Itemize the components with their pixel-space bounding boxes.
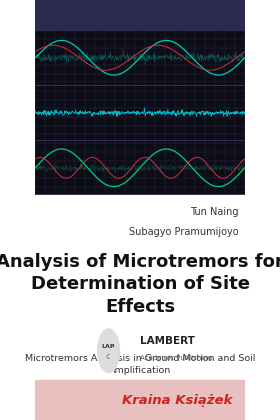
Bar (35, 0, 245, 30)
Bar (35, 195, 245, 420)
Text: ☾: ☾ (106, 354, 112, 360)
Text: Analysis of Microtremors for
Determination of Site
Effects: Analysis of Microtremors for Determinati… (0, 253, 280, 316)
Text: Subagyo Pramumijoyo: Subagyo Pramumijoyo (129, 227, 238, 237)
Bar (35, 30, 245, 195)
Text: Tun Naing: Tun Naing (190, 207, 238, 217)
Text: LAP: LAP (102, 344, 115, 349)
Text: Academic Publishing: Academic Publishing (140, 355, 212, 361)
Text: Kraina Książek: Kraina Książek (122, 394, 233, 407)
Bar (35, 380, 245, 420)
Circle shape (98, 329, 120, 373)
Text: LAMBERT: LAMBERT (140, 336, 195, 346)
Text: Microtremors Analysis in Ground Motion and Soil
Amplification: Microtremors Analysis in Ground Motion a… (25, 354, 255, 375)
